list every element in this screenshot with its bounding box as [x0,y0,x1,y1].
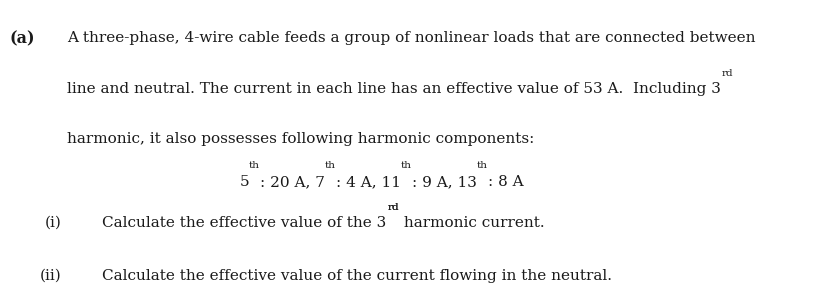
Text: 5: 20 A, 7: 4 A, 11: 9 A, 13: 8 A: 5: 20 A, 7: 4 A, 11: 9 A, 13: 8 A [0,291,1,292]
Text: Calculate the effective value of the current flowing in the neutral.: Calculate the effective value of the cur… [102,269,612,283]
Text: th: th [324,161,336,170]
Text: harmonic current.: harmonic current. [399,216,544,230]
Text: rd: rd [387,203,399,212]
Text: rd: rd [387,203,399,212]
Text: : 8 A: : 8 A [487,175,523,189]
Text: th: th [249,161,260,170]
Text: : 4 A, 11: : 4 A, 11 [336,175,400,189]
Text: A three-phase, 4-wire cable feeds a group of nonlinear loads that are connected : A three-phase, 4-wire cable feeds a grou… [67,31,755,45]
Text: (a): (a) [10,31,35,48]
Text: : 20 A, 7: : 20 A, 7 [260,175,324,189]
Text: th: th [476,161,487,170]
Text: th: th [400,161,411,170]
Text: rd: rd [0,291,1,292]
Text: : 9 A, 13: : 9 A, 13 [411,175,476,189]
Text: harmonic, it also possesses following harmonic components:: harmonic, it also possesses following ha… [67,132,534,146]
Text: (ii): (ii) [39,269,61,283]
Text: line and neutral. The current in each line has an effective value of 53 A.  Incl: line and neutral. The current in each li… [67,82,720,96]
Text: rd: rd [721,69,733,78]
Text: Calculate the effective value of the 3: Calculate the effective value of the 3 [102,216,387,230]
Text: 5: 5 [239,175,249,189]
Text: (i): (i) [45,216,62,230]
